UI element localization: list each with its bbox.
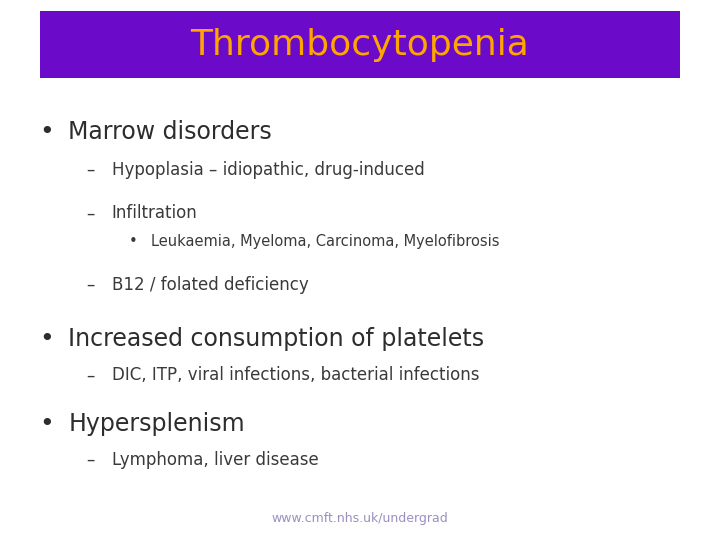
FancyBboxPatch shape <box>40 11 680 78</box>
Text: –: – <box>86 451 94 469</box>
Text: –: – <box>86 204 94 222</box>
Text: Infiltration: Infiltration <box>112 204 197 222</box>
Text: Thrombocytopenia: Thrombocytopenia <box>191 28 529 62</box>
Text: •: • <box>40 412 54 436</box>
Text: •: • <box>40 120 54 144</box>
Text: www.cmft.nhs.uk/undergrad: www.cmft.nhs.uk/undergrad <box>271 512 449 525</box>
Text: Marrow disorders: Marrow disorders <box>68 120 272 144</box>
Text: –: – <box>86 366 94 384</box>
Text: Lymphoma, liver disease: Lymphoma, liver disease <box>112 451 318 469</box>
Text: –: – <box>86 275 94 294</box>
Text: Leukaemia, Myeloma, Carcinoma, Myelofibrosis: Leukaemia, Myeloma, Carcinoma, Myelofibr… <box>151 234 500 249</box>
Text: •: • <box>129 234 138 249</box>
Text: •: • <box>40 327 54 351</box>
Text: Hypersplenism: Hypersplenism <box>68 412 245 436</box>
Text: Hypoplasia – idiopathic, drug-induced: Hypoplasia – idiopathic, drug-induced <box>112 161 424 179</box>
Text: DIC, ITP, viral infections, bacterial infections: DIC, ITP, viral infections, bacterial in… <box>112 366 479 384</box>
Text: B12 / folated deficiency: B12 / folated deficiency <box>112 275 308 294</box>
Text: Increased consumption of platelets: Increased consumption of platelets <box>68 327 485 351</box>
Text: –: – <box>86 161 94 179</box>
